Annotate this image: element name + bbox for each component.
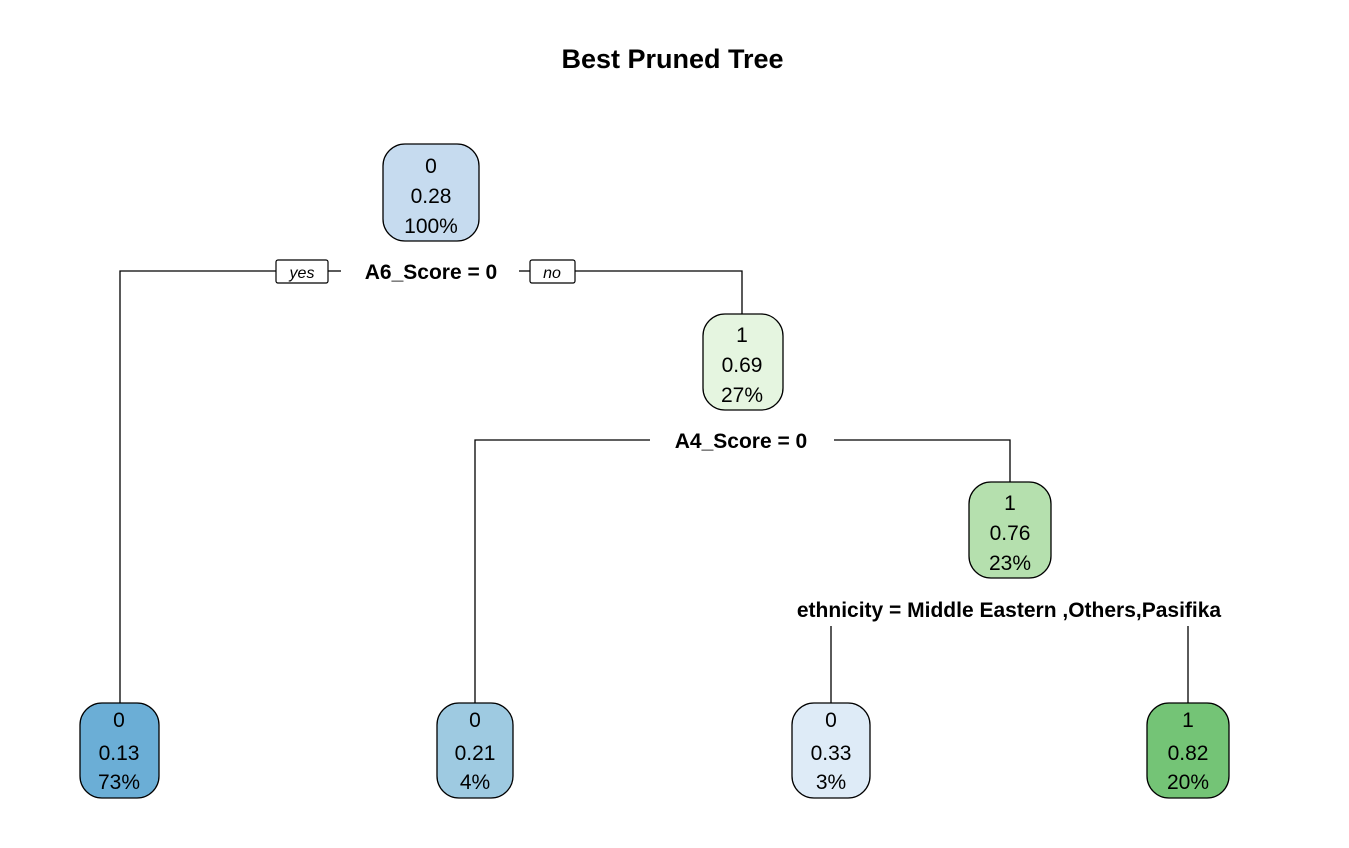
node-class: 0 <box>113 709 125 732</box>
node-pct: 27% <box>721 384 763 407</box>
node-prob: 0.82 <box>1168 742 1209 765</box>
split-a4: A4_Score = 0 <box>675 430 808 453</box>
no-box: no <box>529 259 576 284</box>
split-labels: A6_Score = 0 A4_Score = 0 ethnicity = Mi… <box>342 258 1221 622</box>
node-a4-parent: 1 0.69 27% <box>702 313 784 411</box>
node-pct: 73% <box>98 771 140 794</box>
node-class: 1 <box>736 324 748 347</box>
yes-box: yes <box>275 259 329 284</box>
node-prob: 0.13 <box>99 742 140 765</box>
node-prob: 0.28 <box>411 185 452 208</box>
edge-n3-left <box>474 439 650 703</box>
leaf-node: 0 0.13 73% <box>79 702 160 799</box>
leaf-node: 0 0.21 4% <box>436 702 514 799</box>
edge-n3-right <box>834 439 1011 484</box>
node-class: 0 <box>425 155 437 178</box>
node-ethnicity-parent: 1 0.76 23% <box>968 481 1052 579</box>
split-ethnicity: ethnicity = Middle Eastern ,Others,Pasif… <box>797 599 1222 622</box>
node-pct: 20% <box>1167 771 1209 794</box>
node-pct: 4% <box>460 771 490 794</box>
node-pct: 23% <box>989 552 1031 575</box>
leaf-node: 0 0.33 3% <box>791 702 871 799</box>
leaf-node: 1 0.82 20% <box>1146 702 1230 799</box>
node-prob: 0.76 <box>990 522 1031 545</box>
split-a6: A6_Score = 0 <box>365 261 498 284</box>
node-pct: 3% <box>816 771 846 794</box>
node-class: 0 <box>469 709 481 732</box>
node-class: 0 <box>825 709 837 732</box>
node-root: 0 0.28 100% <box>382 143 480 242</box>
node-class: 1 <box>1004 492 1016 515</box>
node-prob: 0.69 <box>722 354 763 377</box>
no-label: no <box>543 265 561 282</box>
edge-root-left <box>119 270 276 703</box>
edge-root-right <box>575 270 743 318</box>
node-class: 1 <box>1182 709 1194 732</box>
chart-title: Best Pruned Tree <box>561 44 784 74</box>
node-prob: 0.33 <box>811 742 852 765</box>
tree-edges <box>119 270 1189 703</box>
node-prob: 0.21 <box>455 742 496 765</box>
yes-label: yes <box>289 265 315 282</box>
node-pct: 100% <box>404 215 458 238</box>
